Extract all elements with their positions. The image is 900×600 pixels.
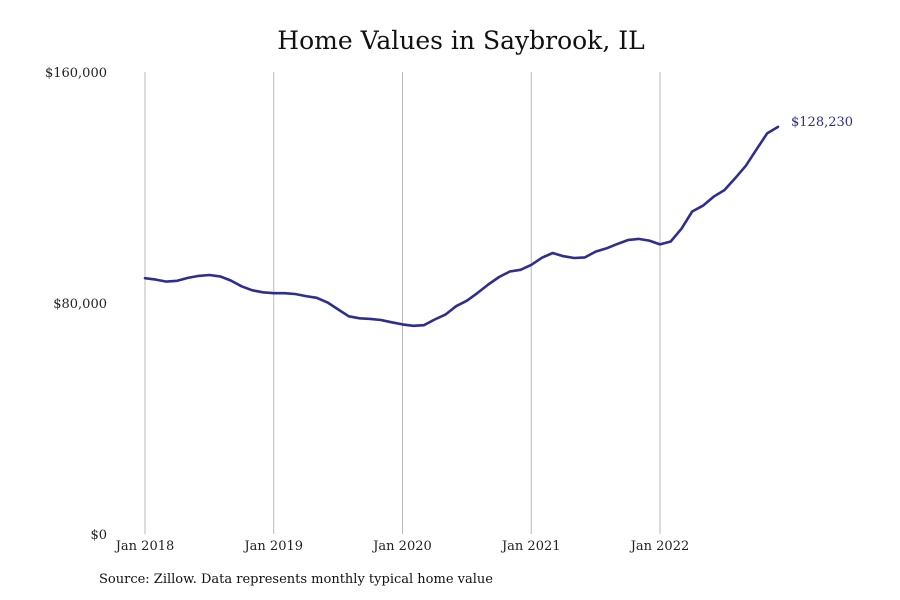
source-note: Source: Zillow. Data represents monthly … xyxy=(99,572,493,587)
x-tick-label: Jan 2019 xyxy=(242,539,303,554)
last-value-label: $128,230 xyxy=(791,115,853,130)
y-axis-tick-labels: $0 $80,000 $160,000 xyxy=(45,66,107,543)
y-tick-label: $80,000 xyxy=(53,297,107,312)
series-line-home-value xyxy=(143,125,780,328)
chart-title: Home Values in Saybrook, IL xyxy=(277,26,645,55)
x-tick-label: Jan 2020 xyxy=(371,539,432,554)
x-tick-label: Jan 2022 xyxy=(629,539,690,554)
gridlines xyxy=(144,72,661,534)
y-tick-label: $160,000 xyxy=(45,66,107,81)
y-tick-label: $0 xyxy=(90,528,107,543)
x-tick-label: Jan 2018 xyxy=(114,539,175,554)
x-tick-label: Jan 2021 xyxy=(500,539,561,554)
x-axis-tick-labels: Jan 2018 Jan 2019 Jan 2020 Jan 2021 Jan 2022 xyxy=(114,539,690,554)
